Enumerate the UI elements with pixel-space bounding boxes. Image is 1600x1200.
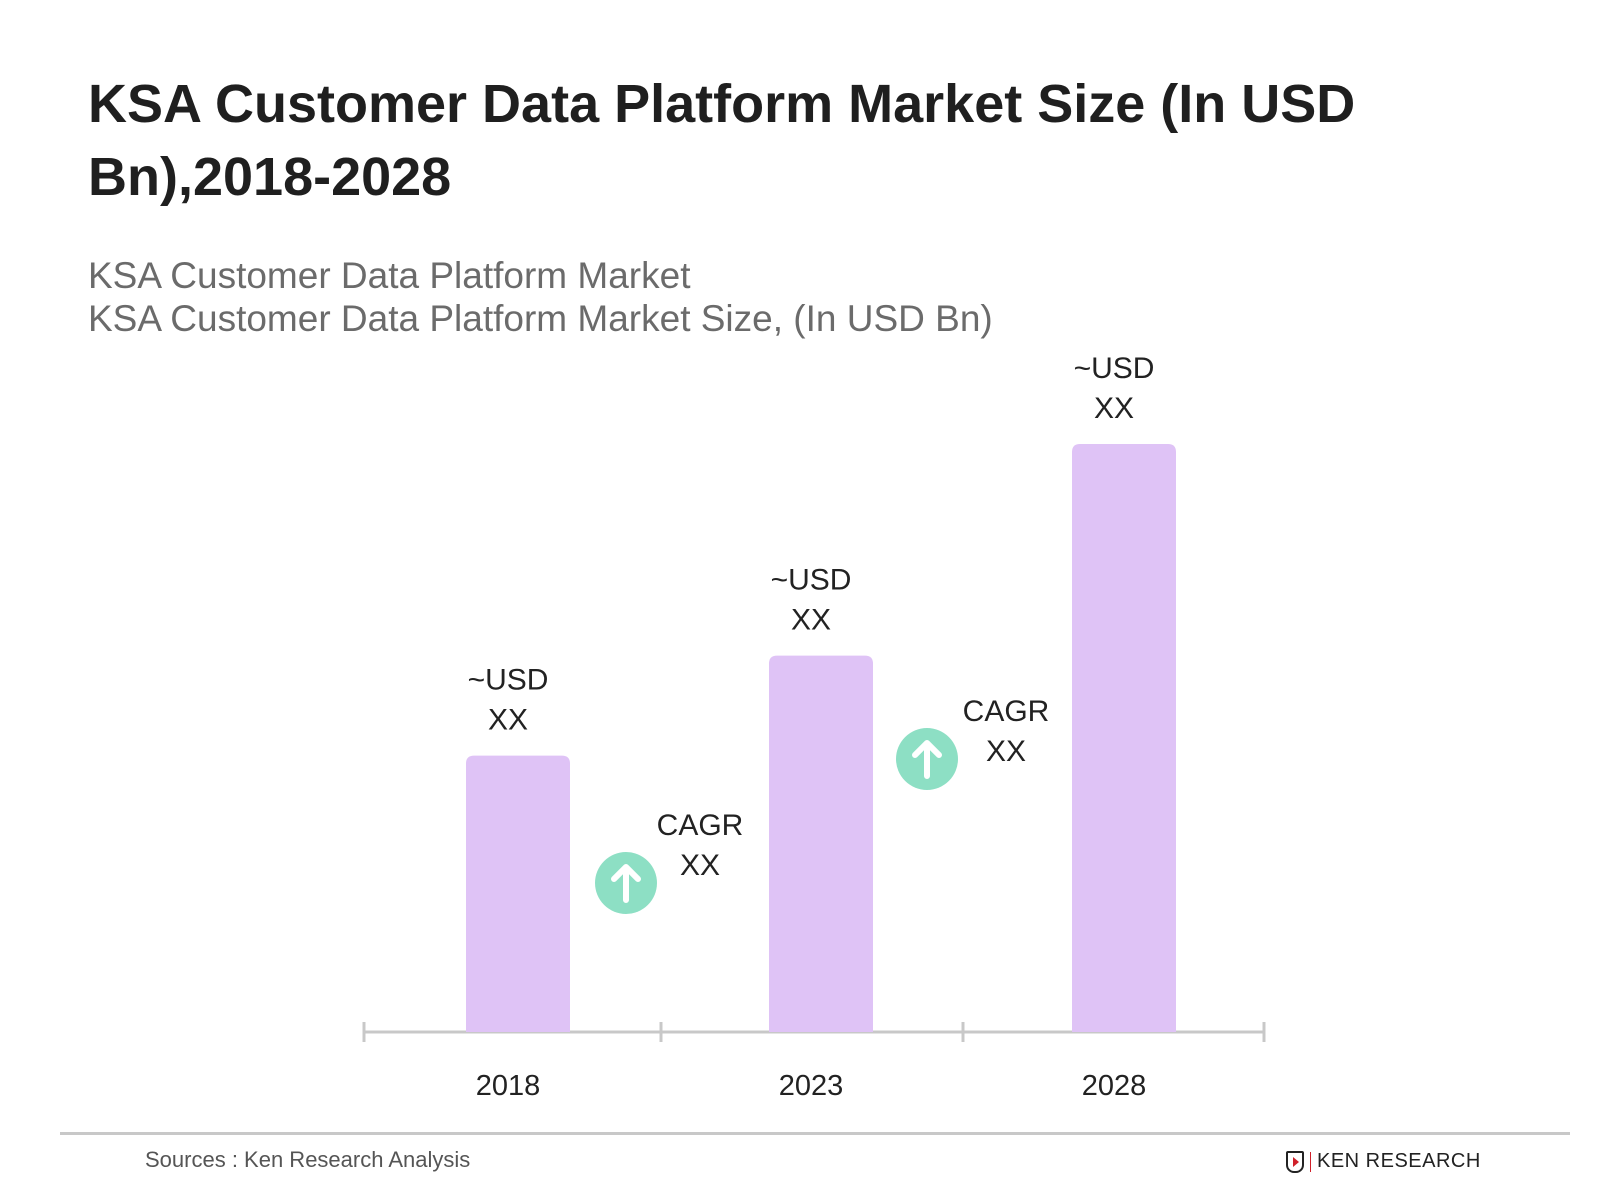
sources-note: Sources : Ken Research Analysis — [145, 1147, 471, 1172]
logo-text: KEN RESEARCH — [1317, 1150, 1481, 1172]
chart-title: KSA Customer Data Platform Market Size (… — [88, 74, 1356, 207]
cagr-label: CAGR — [963, 695, 1050, 728]
cagr-label: XX — [680, 849, 720, 882]
data-label: ~USD — [771, 564, 852, 597]
subtitle-line-1: KSA Customer Data Platform Market — [88, 255, 691, 296]
bar-2028 — [1072, 444, 1176, 1032]
ken-logo-icon — [1286, 1150, 1304, 1173]
arrow-up-icon — [912, 740, 942, 779]
data-label: ~USD — [1074, 352, 1155, 385]
data-label: XX — [791, 604, 831, 637]
cagr-label: CAGR — [657, 809, 744, 842]
logo-separator — [1310, 1151, 1311, 1172]
subtitle-line-2: KSA Customer Data Platform Market Size, … — [88, 298, 993, 339]
data-label: ~USD — [468, 664, 549, 697]
arrow-up-icon — [611, 864, 641, 903]
chart-subtitle: KSA Customer Data Platform Market KSA Cu… — [88, 254, 993, 340]
bar-2018 — [466, 755, 570, 1032]
bar-2023 — [769, 655, 873, 1032]
cagr-label: XX — [986, 735, 1026, 768]
data-label: XX — [488, 704, 528, 737]
x-tick-label: 2018 — [476, 1070, 541, 1102]
x-tick-label: 2023 — [779, 1070, 844, 1102]
data-label: XX — [1094, 392, 1134, 425]
footer-divider — [60, 1132, 1570, 1135]
ken-research-logo: KEN RESEARCH — [1286, 1150, 1481, 1173]
x-tick-label: 2028 — [1082, 1070, 1147, 1102]
